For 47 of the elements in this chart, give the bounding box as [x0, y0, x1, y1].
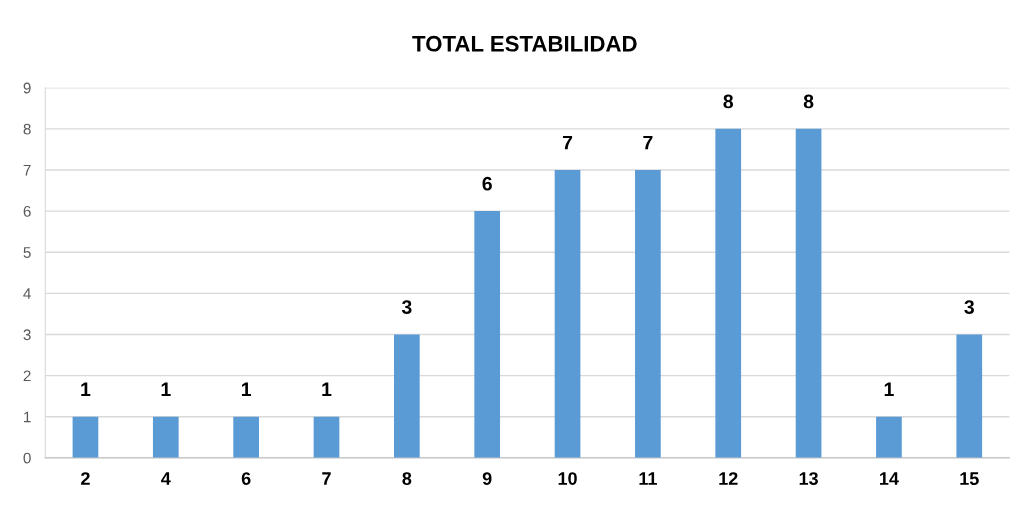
bar: [313, 416, 340, 458]
bar: [876, 416, 902, 458]
y-tick-label: 4: [23, 288, 31, 299]
bar: [72, 416, 99, 458]
data-label: 3: [964, 300, 974, 314]
bar: [795, 128, 822, 458]
bar: [635, 169, 661, 458]
chart-title: TOTAL ESTABILIDAD: [412, 35, 637, 52]
x-tick-label: 7: [322, 472, 331, 485]
bar: [715, 128, 742, 458]
x-tick-label: 10: [558, 472, 577, 485]
x-tick-label: 13: [799, 472, 818, 485]
data-label: 6: [482, 176, 492, 191]
x-tick-label: 4: [161, 472, 171, 485]
data-label: 8: [723, 94, 734, 109]
data-label: 1: [241, 382, 252, 396]
bar: [554, 169, 581, 458]
y-tick-label: 8: [23, 123, 31, 135]
bar: [233, 416, 259, 458]
data-label: 1: [161, 382, 171, 396]
data-label: 8: [803, 94, 814, 109]
bar: [956, 334, 983, 458]
x-tick-label: 11: [639, 472, 657, 485]
bar: [474, 211, 501, 458]
y-tick-label: 9: [23, 82, 31, 94]
y-tick-label: 3: [23, 329, 31, 341]
data-label: 1: [884, 382, 894, 396]
bar: [393, 334, 420, 458]
data-label: 7: [643, 135, 653, 150]
y-tick-label: 0: [23, 452, 31, 464]
data-label: 1: [322, 382, 332, 396]
y-tick-label: 1: [24, 411, 31, 423]
y-tick-label: 7: [23, 164, 31, 176]
x-tick-label: 6: [241, 472, 251, 485]
x-tick-label: 14: [880, 472, 899, 485]
data-label: 1: [81, 382, 91, 396]
x-tick-label: 12: [719, 472, 738, 485]
x-tick-label: 2: [81, 472, 90, 485]
y-tick-label: 6: [23, 205, 31, 217]
x-tick-label: 9: [482, 472, 492, 485]
y-tick-label: 2: [23, 370, 31, 382]
data-label: 3: [401, 300, 412, 314]
bar: [152, 416, 179, 458]
x-tick-label: 8: [402, 472, 412, 485]
data-label: 7: [562, 135, 573, 150]
x-tick-label: 15: [960, 472, 979, 485]
y-tick-label: 5: [23, 247, 31, 258]
